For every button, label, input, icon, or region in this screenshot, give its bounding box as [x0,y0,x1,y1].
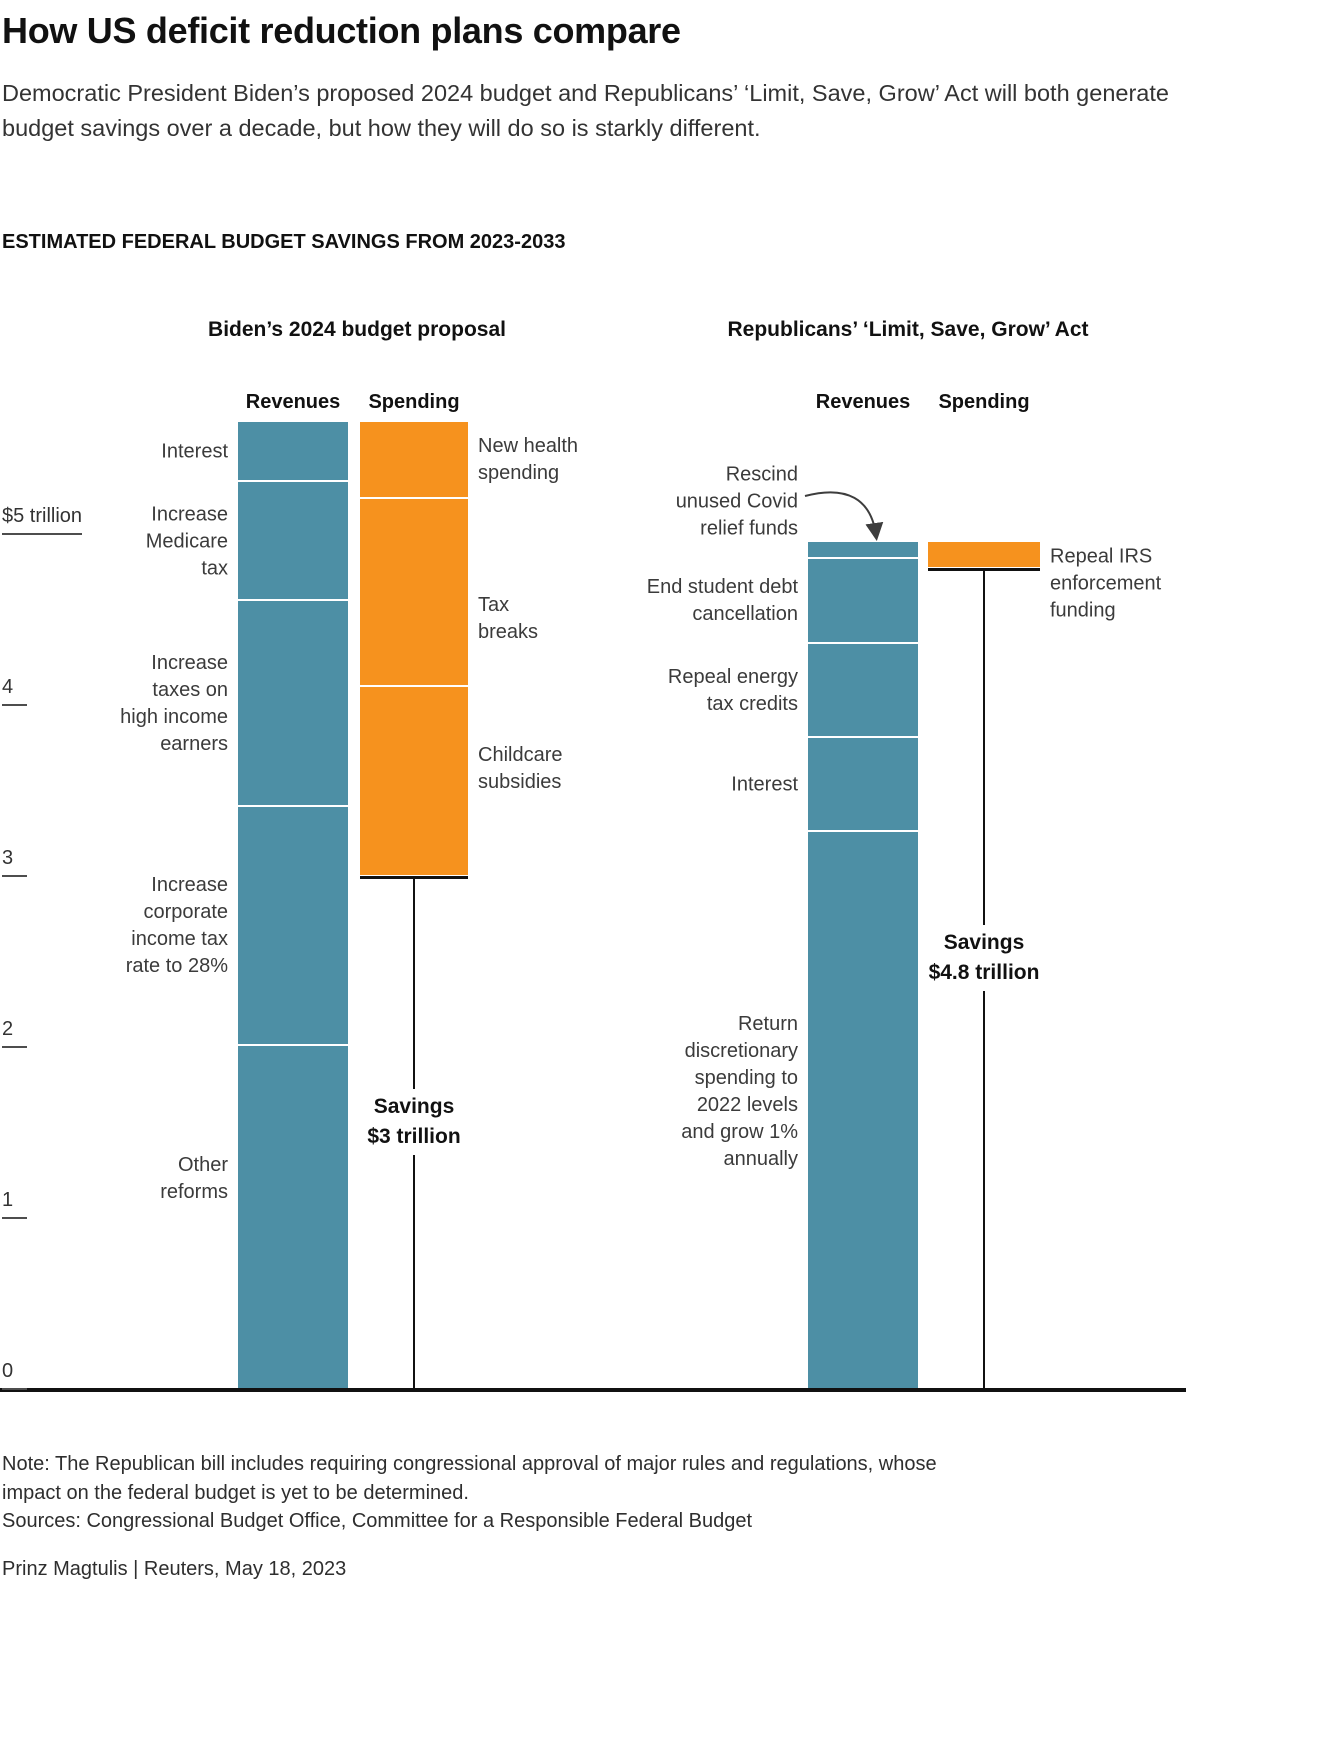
savings-cap-biden [360,876,468,879]
page-title: How US deficit reduction plans compare [2,10,681,51]
savings-label-republicans: Savings $4.8 trillion [920,925,1048,991]
revenues-segment [238,806,348,1044]
revenues-segment-label: Repeal energy tax credits [667,666,798,716]
savings-cap-republicans [928,568,1040,572]
subtitle: Democratic President Biden’s proposed 20… [2,80,1169,141]
spending-segment-label: Tax breaks [478,593,539,643]
y-axis-tick: 4 [2,674,27,706]
revenues-segment-label: Interest [731,773,798,796]
footnote: Note: The Republican bill includes requi… [2,1453,937,1504]
spending-segment [928,541,1040,568]
revenues-segment [238,1046,348,1388]
covid-callout-arrow [804,491,884,541]
revenues-segment [238,481,348,600]
savings-title: Savings [373,1095,455,1118]
spending-segment [360,686,468,875]
savings-label-biden: Savings $3 trillion [359,1089,469,1155]
group-title-biden: Biden’s 2024 budget proposal [208,318,506,341]
x-axis-line [0,1388,1186,1392]
y-axis-tick: 3 [2,845,27,877]
column-header-spending-biden: Spending [368,391,460,413]
revenues-segment-label: Increase corporate income tax rate to 28… [125,874,228,978]
chart-title: ESTIMATED FEDERAL BUDGET SAVINGS FROM 20… [2,231,566,253]
revenues-segment-label: Return discretionary spending to 2022 le… [681,1013,798,1171]
revenues-segment [808,541,918,557]
savings-amount: $4.8 trillion [928,961,1040,984]
spending-segment-label: Childcare subsidies [478,743,563,793]
revenues-segment-label: Increase taxes on high income earners [120,652,228,755]
savings-title: Savings [943,931,1025,954]
revenues-segment [808,644,918,737]
byline: Prinz Magtulis | Reuters, May 18, 2023 [2,1558,347,1580]
column-header-revenues-biden: Revenues [245,391,341,413]
spending-segment-label: Repeal IRS enforcement funding [1050,545,1162,622]
revenues-segment [808,832,918,1388]
column-header-revenues-republicans: Revenues [815,391,911,413]
column-header-spending-republicans: Spending [938,391,1030,413]
spending-segment [360,421,468,497]
y-axis-tick: 2 [2,1016,27,1048]
group-title-republicans: Republicans’ ‘Limit, Save, Grow’ Act [727,318,1089,341]
savings-amount: $3 trillion [367,1125,461,1148]
revenues-segment-label: Other reforms [160,1154,228,1203]
spending-segment [360,498,468,685]
revenues-segment-label: Increase Medicare tax [145,503,228,580]
revenues-segment [238,421,348,480]
y-axis-tick: $5 trillion [2,503,83,535]
revenues-segment-label: Interest [161,440,228,463]
sources: Sources: Congressional Budget Office, Co… [2,1510,753,1532]
revenues-segment-label: End student debt cancellation [646,576,798,626]
spending-segment-label: New health spending [478,435,579,485]
revenues-segment [238,601,348,805]
y-axis-tick: 0 [2,1358,27,1390]
revenues-segment [808,738,918,831]
revenues-segment-label: Rescind unused Covid relief funds [675,463,798,540]
revenues-segment [808,558,918,643]
y-axis-tick: 1 [2,1187,27,1219]
